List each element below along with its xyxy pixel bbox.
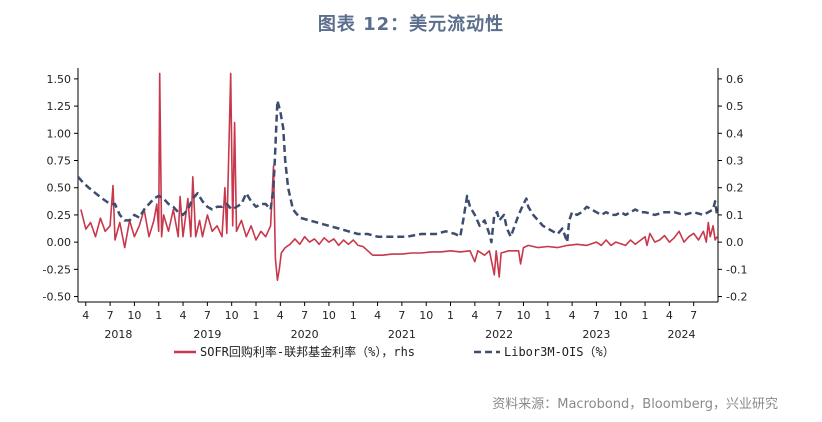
x-tick-label: 4: [277, 309, 284, 322]
left-tick-label: 1.00: [47, 127, 72, 140]
x-tick-label: 10: [614, 309, 628, 322]
right-tick-label: -0.1: [726, 263, 747, 276]
right-tick-label: 0.0: [726, 236, 744, 249]
x-tick-label: 1: [544, 309, 551, 322]
source-note: 资料来源：Macrobond，Bloomberg，兴业研究: [492, 397, 778, 412]
x-tick-label: 7: [204, 309, 211, 322]
legend-label-sofr: SOFR回购利率-联邦基金利率（%），rhs: [200, 344, 415, 359]
x-tick-label: 10: [516, 309, 530, 322]
x-tick-label: 7: [107, 309, 114, 322]
x-tick-label: 7: [496, 309, 503, 322]
x-tick-label: 1: [155, 309, 162, 322]
x-tick-label: 10: [322, 309, 336, 322]
x-tick-label: 1: [252, 309, 259, 322]
year-label: 2018: [104, 328, 132, 341]
left-tick-label: 0.75: [47, 155, 72, 168]
year-label: 2023: [582, 328, 610, 341]
right-tick-label: 0.1: [726, 209, 744, 222]
x-tick-label: 4: [666, 309, 673, 322]
left-tick-label: 0.00: [47, 236, 72, 249]
left-tick-label: -0.50: [43, 291, 71, 304]
x-tick-label: 4: [82, 309, 89, 322]
legend-label-libor-ois: Libor3M-OIS（%）: [504, 345, 615, 359]
x-tick-label: 1: [350, 309, 357, 322]
year-label: 2024: [668, 328, 696, 341]
left-tick-label: 1.25: [47, 100, 72, 113]
x-tick-label: 7: [690, 309, 697, 322]
x-tick-label: 4: [569, 309, 576, 322]
x-tick-label: 7: [398, 309, 405, 322]
year-label: 2019: [193, 328, 221, 341]
right-tick-label: -0.2: [726, 291, 747, 304]
x-tick-label: 7: [301, 309, 308, 322]
x-tick-label: 10: [419, 309, 433, 322]
left-tick-label: 0.50: [47, 182, 72, 195]
left-tick-label: -0.25: [43, 263, 71, 276]
chart-title: 图表 12：美元流动性: [317, 14, 505, 35]
x-tick-label: 4: [180, 309, 187, 322]
right-tick-label: 0.4: [726, 127, 744, 140]
year-label: 2022: [485, 328, 513, 341]
year-label: 2021: [388, 328, 416, 341]
x-tick-label: 10: [225, 309, 239, 322]
left-tick-label: 0.25: [47, 209, 72, 222]
series-line-sofr: [80, 72, 718, 281]
left-tick-label: 1.50: [47, 73, 72, 86]
x-tick-label: 10: [127, 309, 141, 322]
x-tick-label: 1: [447, 309, 454, 322]
series-line-libor-ois: [77, 99, 719, 244]
right-tick-label: 0.3: [726, 155, 744, 168]
year-label: 2020: [291, 328, 319, 341]
x-tick-label: 7: [593, 309, 600, 322]
x-tick-label: 4: [374, 309, 381, 322]
right-tick-label: 0.5: [726, 100, 744, 113]
x-tick-label: 1: [642, 309, 649, 322]
right-tick-label: 0.6: [726, 73, 744, 86]
x-tick-label: 4: [471, 309, 478, 322]
right-tick-label: 0.2: [726, 182, 744, 195]
